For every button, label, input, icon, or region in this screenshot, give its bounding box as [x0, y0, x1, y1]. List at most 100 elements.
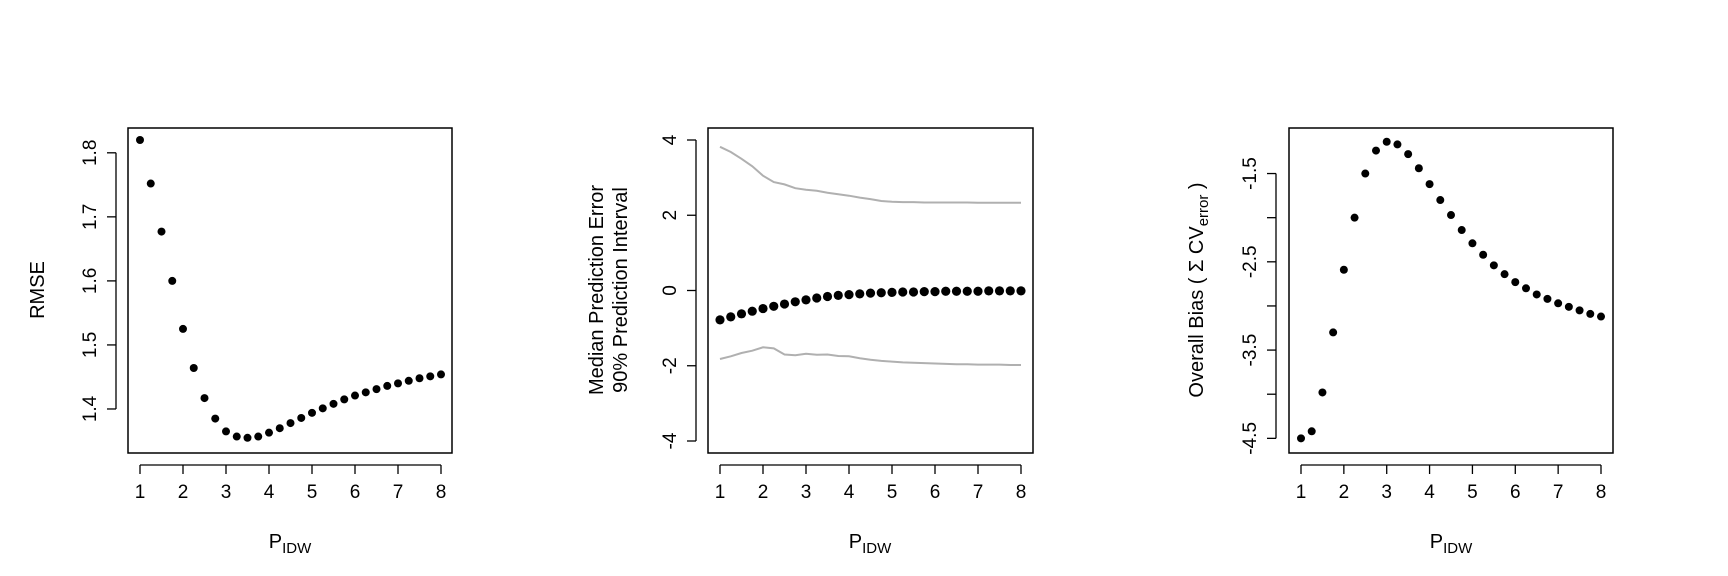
rmse-y-tick-label: 1.7 — [80, 204, 101, 230]
overall-bias-x-tick-label: 5 — [1467, 482, 1478, 503]
overall-bias-y-tick-label: -3.5 — [1240, 334, 1261, 367]
overall-bias-point — [1307, 427, 1316, 436]
median-error-point — [1005, 286, 1015, 296]
overall-bias-point — [1511, 278, 1520, 287]
overall-bias-y-axis-label: Overall Bias ( Σ CVerror ) — [1186, 182, 1212, 397]
overall-bias-x-tick-label: 1 — [1296, 482, 1307, 503]
median-error-y-tick-label: -4 — [660, 432, 681, 449]
median-error-x-tick-label: 3 — [801, 482, 812, 503]
median-error-point — [919, 287, 929, 297]
rmse-point — [157, 227, 166, 236]
overall-bias-point — [1382, 137, 1391, 146]
rmse-point — [437, 370, 445, 379]
overall-bias-point — [1404, 150, 1413, 159]
rmse-x-tick-label: 7 — [393, 482, 404, 503]
overall-bias-points — [1297, 137, 1605, 443]
rmse-point — [404, 376, 413, 385]
overall-bias-point — [1522, 284, 1530, 293]
median-error-point — [865, 288, 876, 298]
rmse-x-axis-label: PIDW — [269, 531, 312, 557]
overall-bias-point — [1447, 211, 1455, 220]
overall-bias-y-axis: -4.5 -3.5 -2.5 -1.5 — [1240, 157, 1277, 455]
rmse-plot-frame — [127, 127, 453, 454]
overall-bias-point — [1543, 294, 1552, 303]
rmse-x-tick-label: 3 — [221, 482, 232, 503]
rmse-point — [340, 395, 349, 404]
overall-bias-point — [1468, 239, 1477, 248]
rmse-point — [383, 381, 392, 390]
overall-bias-point — [1457, 226, 1466, 235]
median-error-y-axis-label-line1: Median Prediction Error — [586, 185, 608, 395]
rmse-point — [243, 433, 252, 442]
median-error-y-tick-label: -2 — [660, 357, 681, 374]
overall-bias-point — [1500, 270, 1509, 279]
median-error-point — [726, 312, 736, 322]
median-error-point — [962, 286, 972, 296]
rmse-point — [329, 399, 338, 408]
rmse-point — [415, 374, 424, 383]
rmse-point — [211, 414, 220, 423]
overall-bias-x-tick-label: 4 — [1424, 482, 1435, 503]
rmse-point — [168, 276, 177, 285]
median-error-point — [779, 299, 790, 309]
rmse-point — [318, 404, 327, 413]
median-error-point — [812, 293, 822, 303]
overall-bias-point — [1318, 388, 1327, 397]
rmse-y-tick-label: 1.8 — [80, 140, 101, 166]
median-error-point — [715, 315, 725, 325]
rmse-y-tick-label: 1.6 — [80, 268, 101, 294]
rmse-point — [146, 179, 155, 188]
rmse-point — [189, 363, 198, 372]
overall-bias-x-axis: 1 2 3 4 5 6 7 8 — [1296, 464, 1607, 503]
rmse-point — [200, 394, 209, 403]
overall-bias-y-tick-label: -2.5 — [1240, 245, 1261, 278]
rmse-x-tick-label: 5 — [307, 482, 318, 503]
rmse-point — [286, 419, 295, 428]
overall-bias-point — [1554, 299, 1563, 308]
rmse-x-tick-label: 6 — [350, 482, 361, 503]
overall-bias-plot-frame — [1288, 127, 1614, 454]
median-error-x-axis: 1 2 3 4 5 6 7 8 — [715, 464, 1026, 503]
overall-bias-point — [1361, 169, 1370, 178]
median-error-point — [1016, 286, 1026, 296]
overall-bias-x-axis-label: PIDW — [1430, 531, 1473, 557]
rmse-point — [361, 388, 370, 397]
overall-bias-x-tick-label: 7 — [1553, 482, 1564, 503]
median-error-point — [736, 309, 747, 319]
rmse-point — [297, 413, 306, 422]
overall-bias-x-tick-label: 2 — [1339, 482, 1350, 503]
rmse-point — [232, 432, 241, 441]
overall-bias-point — [1564, 302, 1573, 311]
overall-bias-point — [1339, 265, 1348, 274]
median-error-point — [758, 303, 768, 314]
rmse-point — [351, 391, 359, 400]
rmse-x-tick-label: 8 — [436, 482, 447, 503]
rmse-point — [372, 385, 381, 394]
rmse-x-tick-label: 1 — [135, 482, 146, 503]
rmse-x-tick-label: 2 — [178, 482, 189, 503]
median-error-point — [747, 306, 757, 316]
rmse-point — [254, 432, 263, 441]
median-error-x-axis-label: PIDW — [849, 531, 892, 557]
overall-bias-point — [1329, 328, 1338, 337]
median-error-x-tick-label: 5 — [887, 482, 898, 503]
overall-bias-point — [1489, 261, 1498, 270]
rmse-y-tick-label: 1.4 — [80, 395, 101, 422]
overall-bias-x-tick-label: 6 — [1510, 482, 1521, 503]
rmse-y-tick-label: 1.5 — [80, 332, 101, 358]
overall-bias-y-tick-label: -1.5 — [1240, 157, 1261, 190]
overall-bias-point — [1532, 290, 1541, 299]
prediction-interval-lines — [719, 145, 1021, 366]
median-error-point — [855, 289, 865, 299]
overall-bias-x-tick-label: 8 — [1596, 482, 1607, 503]
median-error-x-tick-label: 1 — [715, 482, 726, 503]
overall-bias-point — [1372, 146, 1380, 155]
median-error-point — [887, 287, 897, 297]
overall-bias-point — [1425, 180, 1434, 189]
overall-bias-point — [1586, 309, 1595, 318]
median-error-x-tick-label: 4 — [844, 482, 855, 503]
median-error-point — [822, 291, 833, 302]
median-error-y-tick-label: 2 — [660, 210, 681, 221]
median-error-point — [898, 287, 908, 297]
